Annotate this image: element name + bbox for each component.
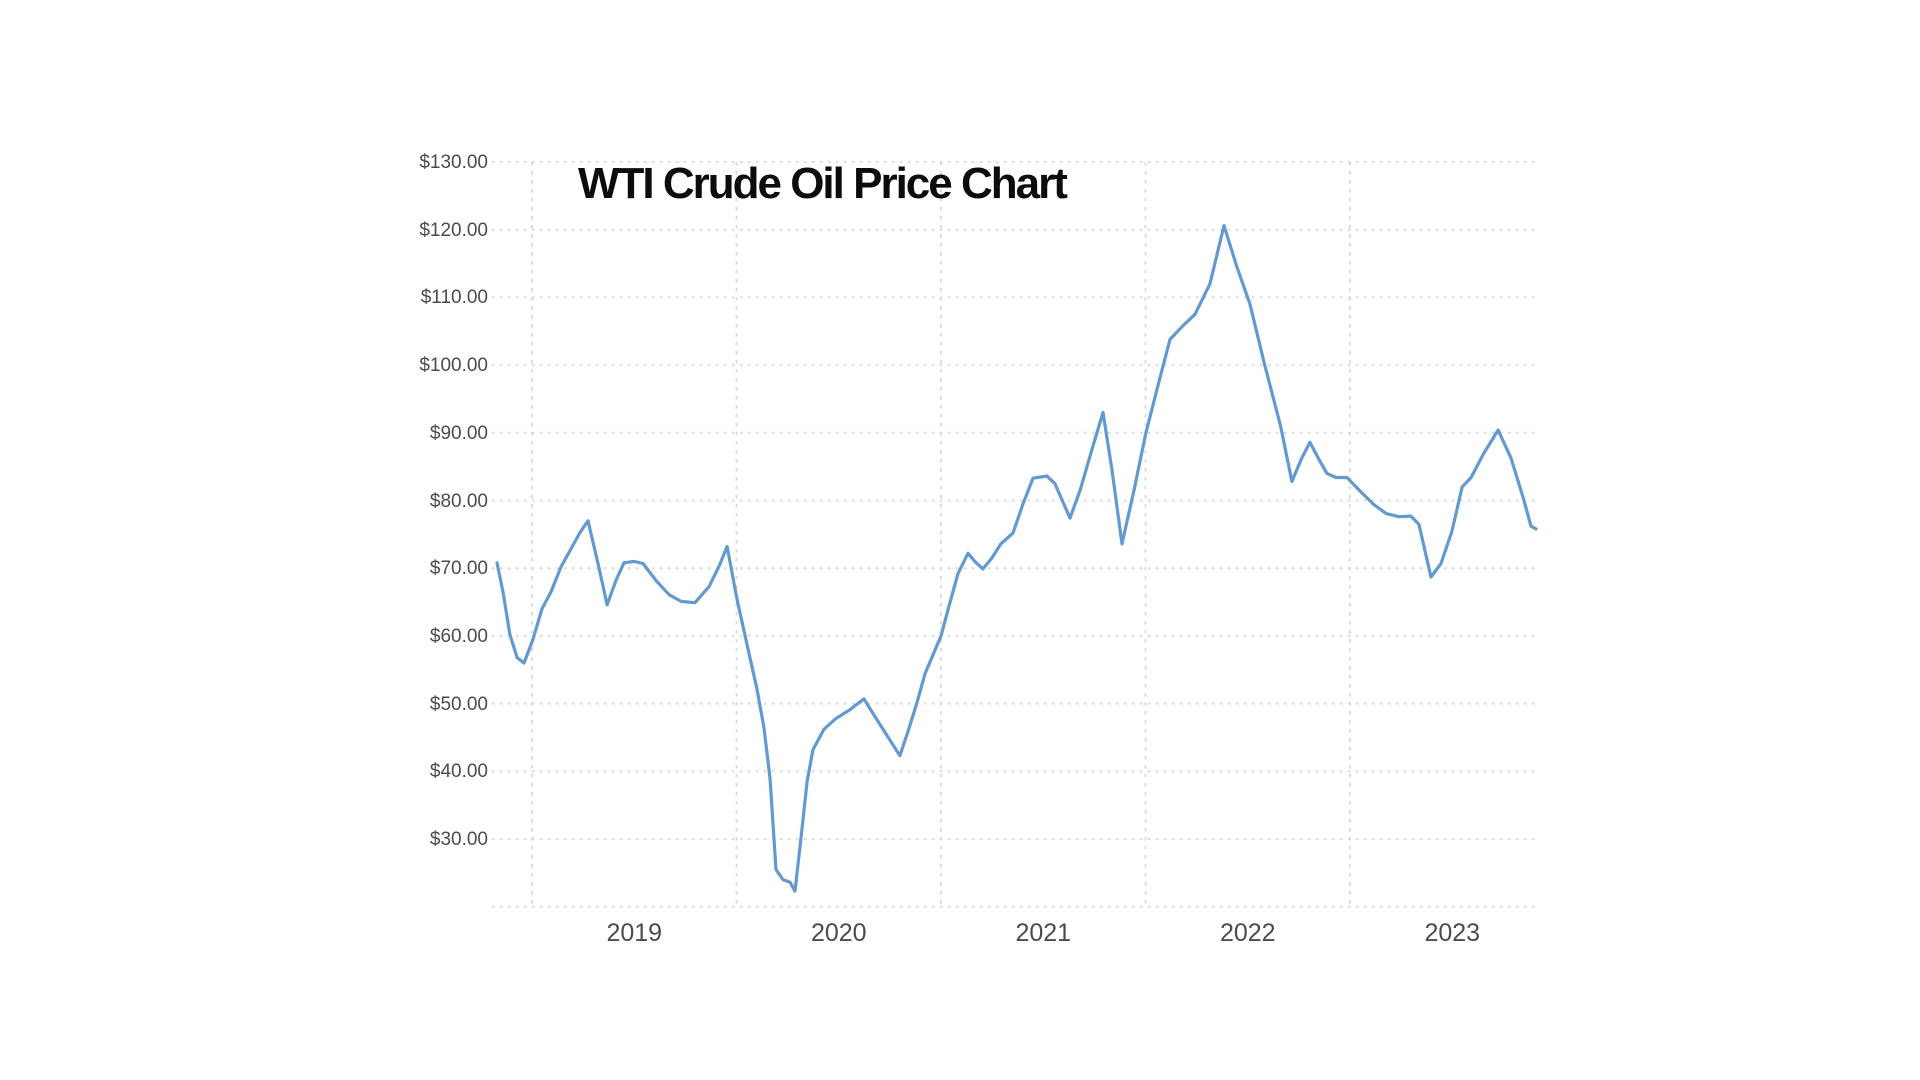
y-axis-label: $50.00	[429, 693, 488, 715]
y-axis-label: $40.00	[429, 761, 488, 783]
y-axis-label: $120.00	[419, 219, 488, 241]
x-axis-label: 2020	[810, 919, 867, 947]
y-axis-label: $60.00	[429, 625, 488, 647]
y-axis-label: $100.00	[419, 355, 488, 377]
x-axis-label: 2022	[1219, 919, 1276, 947]
chart-title: WTI Crude Oil Price Chart	[578, 159, 1068, 208]
y-axis-label: $70.00	[429, 558, 488, 580]
x-axis-label: 2023	[1424, 919, 1481, 947]
wti-price-line	[495, 224, 1538, 893]
y-axis-label: $110.00	[420, 287, 488, 309]
x-axis-label: 2021	[1015, 919, 1072, 947]
y-axis-label: $30.00	[429, 829, 488, 850]
y-axis-label: $130.00	[419, 152, 488, 173]
y-axis-label: $90.00	[429, 422, 488, 444]
x-axis-label: 2019	[606, 919, 663, 947]
y-axis-label: $80.00	[429, 490, 488, 512]
